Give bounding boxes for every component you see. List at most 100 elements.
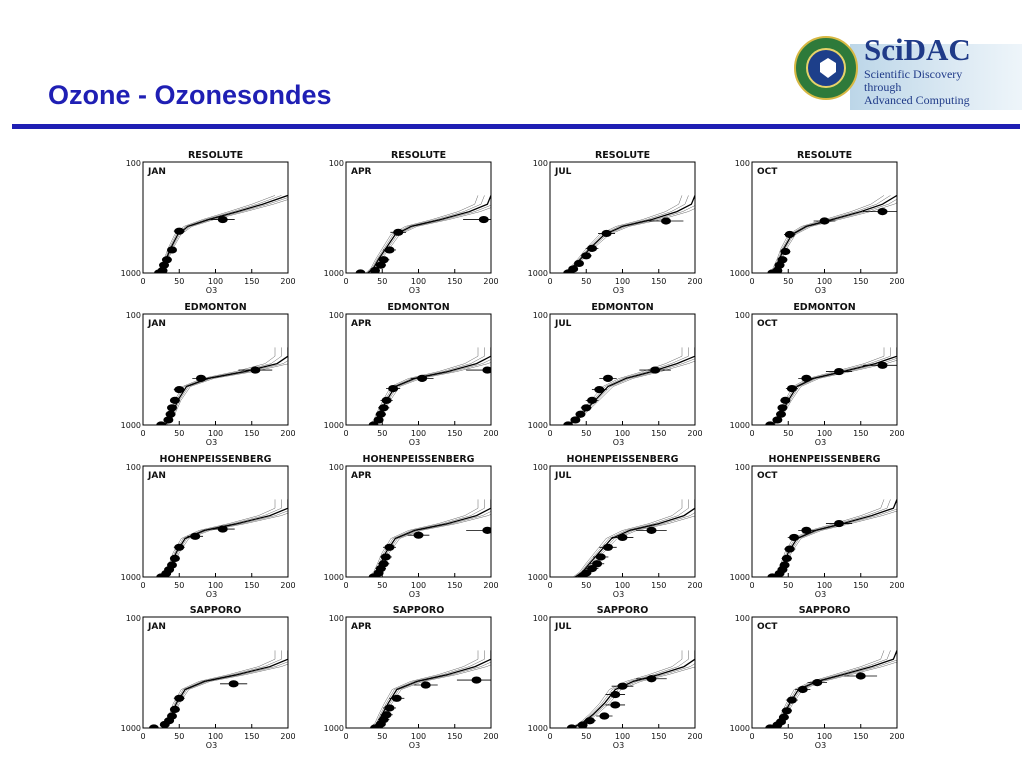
y-tick-label: 1000 [121,269,141,278]
x-tick-label: 0 [547,581,552,590]
x-tick-label: 0 [749,732,754,741]
x-tick-label: 0 [343,732,348,741]
observation-point [167,712,177,720]
observation-point [786,385,797,393]
observation-point [577,721,588,728]
observation-point [587,396,598,404]
panel-month-label: JAN [147,471,166,481]
panel-station-title: HOHENPEISSENBERG [769,454,881,465]
x-tick-label: 100 [411,429,426,438]
plot-frame [751,313,898,426]
observation-point [819,217,830,225]
plot-frame [549,161,696,274]
x-tick-label: 200 [483,732,498,741]
observation-point [378,256,389,264]
slide-title: Ozone - Ozonesondes [48,80,332,110]
observation-point [812,679,823,687]
y-tick-label: 100 [126,159,141,168]
observation-point [603,374,613,382]
observation-point [391,694,402,702]
x-tick-label: 0 [749,429,754,438]
observation-point [601,229,612,238]
observation-point [595,553,606,561]
x-tick-label: 100 [615,429,630,438]
observation-point [159,261,170,269]
observation-point [370,266,380,273]
observation-point [174,543,185,551]
observation-point [375,261,386,269]
x-tick-label: 150 [853,732,868,741]
observation-point [566,724,577,728]
x-tick-label: 0 [547,277,552,286]
x-tick-label: 200 [889,277,904,286]
observation-point [420,681,431,689]
x-tick-label: 100 [817,429,832,438]
x-tick-label: 150 [853,429,868,438]
x-tick-label: 200 [280,732,295,741]
x-tick-label: 150 [651,277,666,286]
plot-frame [345,465,492,578]
x-axis-label: O3 [613,741,624,750]
panel-station-title: HOHENPEISSENBERG [567,454,679,465]
observation-point [355,269,366,273]
x-tick-label: 200 [889,429,904,438]
model-spread-line [163,347,282,425]
scidac-logo: SciDAC Scientific Discovery through Adva… [790,30,1022,114]
observation-point [375,410,386,418]
y-tick-label: 1000 [528,724,548,733]
x-tick-label: 200 [483,429,498,438]
observation-point [650,366,661,374]
observation-point [779,561,790,569]
y-tick-label: 100 [735,614,750,623]
x-tick-label: 0 [140,581,145,590]
x-tick-label: 50 [174,581,184,590]
observation-point [786,696,797,704]
x-tick-label: 50 [377,732,387,741]
x-tick-label: 150 [447,581,462,590]
model-spread-line [574,499,689,577]
x-tick-label: 150 [244,732,259,741]
x-tick-label: 200 [280,277,295,286]
panel-month-label: APR [351,319,372,329]
y-tick-label: 100 [533,159,548,168]
observation-point [156,421,167,425]
x-axis-label: O3 [613,286,624,295]
x-tick-label: 100 [817,581,832,590]
panel-station-title: RESOLUTE [595,150,650,161]
observation-point [217,525,228,533]
plot-frame [549,616,696,729]
y-tick-label: 100 [126,463,141,472]
x-tick-label: 100 [208,277,223,286]
panel-station-title: SAPPORO [190,605,242,616]
observation-point [378,560,389,568]
observation-point [610,690,621,699]
observation-point [777,256,788,264]
y-tick-label: 100 [329,463,344,472]
x-axis-label: O3 [409,438,420,447]
x-tick-label: 100 [411,581,426,590]
observation-point [587,244,598,252]
x-axis-label: O3 [409,590,420,599]
y-tick-label: 100 [329,311,344,320]
model-spread-line [370,347,485,425]
x-axis-label: O3 [613,590,624,599]
model-spread-line [161,499,276,577]
y-tick-label: 1000 [730,421,750,430]
x-tick-label: 0 [749,581,754,590]
plot-frame [345,313,492,426]
x-tick-label: 100 [411,277,426,286]
observation-point [388,385,399,393]
x-axis-label: O3 [815,741,826,750]
y-tick-label: 1000 [730,724,750,733]
observation-point [169,705,180,714]
observation-point [167,404,177,412]
observation-point [165,410,176,418]
x-tick-label: 150 [447,732,462,741]
x-axis-label: O3 [815,286,826,295]
